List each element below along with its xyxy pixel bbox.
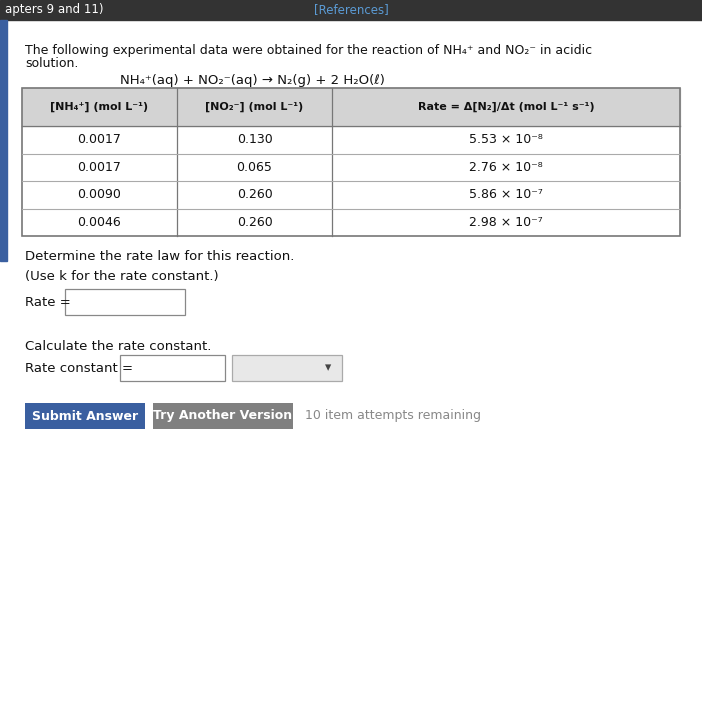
Bar: [22, 88, 680, 236]
Text: 0.0046: 0.0046: [78, 216, 121, 229]
Bar: [0, 20, 7, 261]
Text: Rate = Δ[N₂]/Δt (mol L⁻¹ s⁻¹): Rate = Δ[N₂]/Δt (mol L⁻¹ s⁻¹): [418, 102, 595, 112]
Text: [References]: [References]: [314, 4, 388, 17]
Text: ▾: ▾: [325, 362, 331, 374]
Text: 0.130: 0.130: [237, 133, 272, 147]
Bar: [22, 88, 680, 126]
Text: Try Another Version: Try Another Version: [154, 409, 293, 423]
Text: Rate =: Rate =: [25, 296, 71, 308]
Text: 0.260: 0.260: [237, 216, 272, 229]
Text: 0.260: 0.260: [237, 189, 272, 201]
Text: [NH₄⁺] (mol L⁻¹): [NH₄⁺] (mol L⁻¹): [51, 102, 149, 112]
Bar: [232, 355, 342, 381]
Text: Rate constant =: Rate constant =: [25, 362, 133, 374]
Bar: [153, 403, 293, 429]
Bar: [0, 0, 702, 20]
Text: [NO₂⁻] (mol L⁻¹): [NO₂⁻] (mol L⁻¹): [206, 102, 304, 112]
Bar: [22, 126, 680, 154]
Text: 0.0017: 0.0017: [77, 133, 121, 147]
Text: Determine the rate law for this reaction.: Determine the rate law for this reaction…: [25, 250, 294, 263]
Bar: [22, 208, 680, 236]
Text: Calculate the rate constant.: Calculate the rate constant.: [25, 340, 211, 353]
Bar: [120, 355, 225, 381]
Text: 0.0017: 0.0017: [77, 161, 121, 174]
Text: 5.53 × 10⁻⁸: 5.53 × 10⁻⁸: [469, 133, 543, 147]
Text: 10 item attempts remaining: 10 item attempts remaining: [305, 409, 481, 423]
Bar: [22, 154, 680, 181]
Bar: [25, 403, 145, 429]
Text: apters 9 and 11): apters 9 and 11): [5, 4, 103, 17]
Text: NH₄⁺(aq) + NO₂⁻(aq) → N₂(g) + 2 H₂O(ℓ): NH₄⁺(aq) + NO₂⁻(aq) → N₂(g) + 2 H₂O(ℓ): [120, 74, 385, 87]
Text: 0.065: 0.065: [237, 161, 272, 174]
Text: The following experimental data were obtained for the reaction of NH₄⁺ and NO₂⁻ : The following experimental data were obt…: [25, 44, 592, 57]
Text: 0.0090: 0.0090: [77, 189, 121, 201]
Text: 2.98 × 10⁻⁷: 2.98 × 10⁻⁷: [469, 216, 543, 229]
Text: 2.76 × 10⁻⁸: 2.76 × 10⁻⁸: [469, 161, 543, 174]
Text: Submit Answer: Submit Answer: [32, 409, 138, 423]
Text: 5.86 × 10⁻⁷: 5.86 × 10⁻⁷: [469, 189, 543, 201]
Bar: [22, 181, 680, 208]
Text: solution.: solution.: [25, 57, 79, 70]
Text: (Use k for the rate constant.): (Use k for the rate constant.): [25, 270, 218, 283]
Bar: [65, 289, 185, 315]
